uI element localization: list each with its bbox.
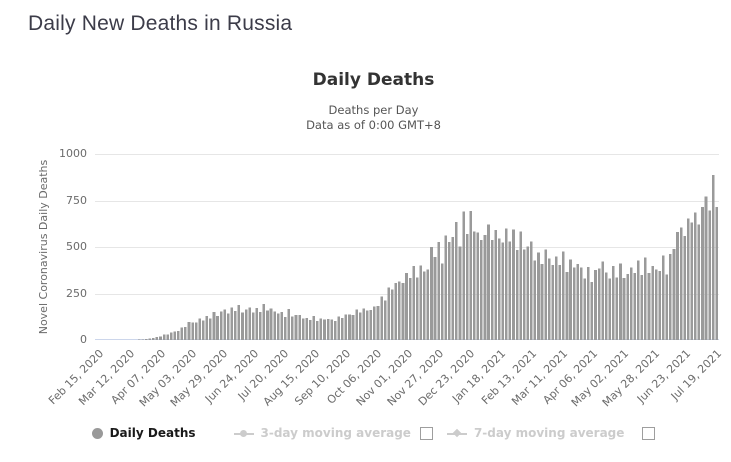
legend-label-daily-deaths: Daily Deaths <box>109 426 196 440</box>
chart-subtitle-line2: Data as of 0:00 GMT+8 <box>306 118 441 132</box>
chart-container: Daily Deaths Deaths per Day Data as of 0… <box>28 60 724 460</box>
y-axis-tick-label: 0 <box>80 333 87 346</box>
chart-title: Daily Deaths <box>312 70 435 90</box>
gridline <box>95 200 719 202</box>
3day-moving-average-checkbox[interactable] <box>419 426 433 440</box>
chart-subtitle-line1: Deaths per Day <box>328 103 419 117</box>
legend-label-3day-moving-average: 3-day moving average <box>260 426 411 440</box>
y-axis-tick-label: 1000 <box>59 147 87 160</box>
y-axis-tick-label: 250 <box>66 286 87 300</box>
legend: Daily Deaths 3-day moving average 7-day … <box>28 426 719 440</box>
y-axis-tick-label: 500 <box>66 240 87 253</box>
legend-item-7day-moving-average[interactable]: 7-day moving average <box>446 426 625 440</box>
daily-deaths-series[interactable] <box>95 154 719 340</box>
7day-moving-average-checkbox[interactable] <box>642 426 656 440</box>
daily-deaths-marker-circle-icon <box>91 427 103 439</box>
7day-average-marker-line-diamond-icon <box>446 428 467 439</box>
legend-item-daily-deaths[interactable]: Daily Deaths <box>91 426 196 440</box>
legend-label-7day-moving-average: 7-day moving average <box>473 426 625 440</box>
gridline <box>95 247 719 248</box>
page-title: Daily New Deaths in Russia <box>28 12 293 35</box>
legend-item-3day-moving-average[interactable]: 3-day moving average <box>233 426 411 440</box>
gridline <box>95 154 719 155</box>
y-axis-tick-label: 750 <box>66 193 87 207</box>
3day-average-marker-line-circle-icon <box>233 428 254 439</box>
plot-area <box>95 154 719 340</box>
